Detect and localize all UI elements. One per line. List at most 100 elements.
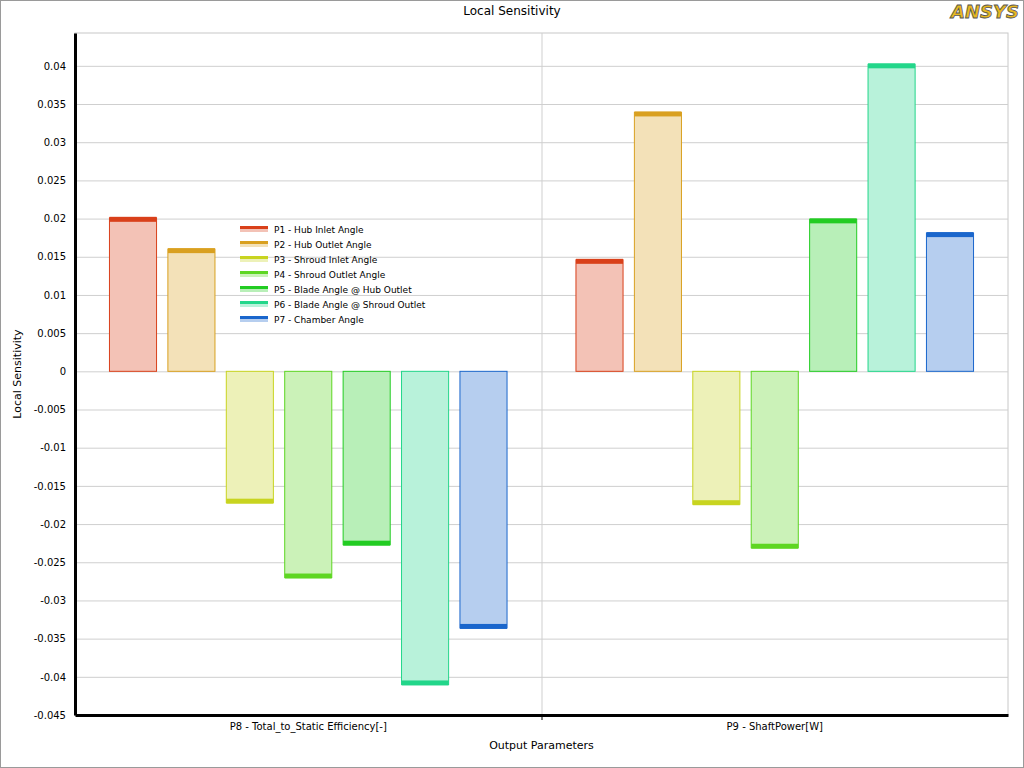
legend-swatch-cap bbox=[240, 256, 268, 259]
y-tick: -0.045 bbox=[34, 710, 75, 721]
y-tick-label: -0.01 bbox=[40, 442, 66, 453]
y-tick: -0.04 bbox=[40, 672, 75, 683]
y-tick: 0.04 bbox=[44, 61, 75, 72]
legend-swatch-cap bbox=[240, 241, 268, 244]
bars bbox=[109, 63, 973, 685]
x-tick-label: P8 - Total_to_Static Efficiency[-] bbox=[230, 721, 387, 733]
y-axis-line bbox=[74, 34, 77, 716]
bar bbox=[285, 371, 332, 577]
bar bbox=[226, 371, 273, 502]
legend-item: P4 - Shroud Outlet Angle bbox=[240, 270, 386, 280]
y-axis-title: Local Sensitivity bbox=[11, 329, 24, 419]
category-separator bbox=[542, 33, 543, 715]
y-tick: 0.02 bbox=[44, 213, 75, 224]
bar-cap bbox=[109, 217, 156, 222]
y-tick-label: 0.035 bbox=[37, 99, 66, 110]
bar-cap bbox=[343, 541, 390, 546]
bar bbox=[868, 64, 915, 371]
y-tick: 0.03 bbox=[44, 137, 75, 148]
bar-cap bbox=[693, 500, 740, 505]
y-tick-label: -0.015 bbox=[34, 481, 66, 492]
title: Local Sensitivity bbox=[463, 4, 560, 18]
bar-cap bbox=[810, 218, 857, 223]
series bbox=[109, 217, 623, 372]
y-tick-label: 0 bbox=[60, 366, 66, 377]
y-tick: 0.025 bbox=[37, 175, 75, 186]
background bbox=[1, 1, 1024, 768]
y-tick-label: 0.01 bbox=[44, 290, 66, 301]
legend-item: P1 - Hub Inlet Angle bbox=[240, 225, 364, 235]
y-tick-label: 0.005 bbox=[37, 328, 66, 339]
legend-item: P2 - Hub Outlet Angle bbox=[240, 240, 372, 250]
bar bbox=[810, 219, 857, 371]
y-tick: 0.035 bbox=[37, 99, 75, 110]
bar-cap bbox=[926, 232, 973, 237]
legend-swatch-cap bbox=[240, 301, 268, 304]
legend-item: P5 - Blade Angle @ Hub Outlet bbox=[240, 285, 412, 295]
y-tick: -0.01 bbox=[40, 442, 75, 453]
x-tick-label: P9 - ShaftPower[W] bbox=[727, 721, 823, 732]
legend-label: P6 - Blade Angle @ Shroud Outlet bbox=[274, 300, 426, 310]
y-tick-label: -0.025 bbox=[34, 557, 66, 568]
bar-cap bbox=[285, 574, 332, 579]
y-tick-label: -0.035 bbox=[34, 633, 66, 644]
legend-swatch bbox=[240, 256, 268, 262]
bar-cap bbox=[868, 63, 915, 68]
bar bbox=[343, 371, 390, 544]
y-tick: -0.02 bbox=[40, 519, 75, 530]
legend-swatch bbox=[240, 301, 268, 307]
x-axis: P8 - Total_to_Static Efficiency[-] P9 - S… bbox=[76, 715, 1009, 733]
y-tick-label: -0.045 bbox=[34, 710, 66, 721]
bar-cap bbox=[168, 248, 215, 253]
y-tick: 0.005 bbox=[37, 328, 75, 339]
y-tick-label: -0.03 bbox=[40, 595, 66, 606]
y-tick-label: 0.025 bbox=[37, 175, 66, 186]
bar bbox=[751, 371, 798, 547]
bar bbox=[109, 218, 156, 372]
series bbox=[168, 111, 682, 371]
bar-cap bbox=[751, 544, 798, 549]
bar bbox=[576, 260, 623, 372]
bar bbox=[168, 249, 215, 371]
y-tick: -0.005 bbox=[34, 404, 75, 415]
y-tick-label: -0.005 bbox=[34, 404, 66, 415]
y-tick: -0.025 bbox=[34, 557, 75, 568]
legend-item: P7 - Chamber Angle bbox=[240, 315, 364, 325]
plot-frame bbox=[75, 33, 1008, 715]
legend-swatch-cap bbox=[240, 271, 268, 274]
y-tick-label: 0.02 bbox=[44, 213, 66, 224]
y-tick: 0 bbox=[60, 366, 75, 377]
legend-label: P4 - Shroud Outlet Angle bbox=[274, 270, 386, 280]
bar bbox=[693, 371, 740, 504]
y-axis: -0.045 -0.04 -0.035 -0.03 -0.025 -0.02 -0.015 -… bbox=[34, 34, 76, 721]
series bbox=[460, 232, 974, 629]
y-tick-label: -0.04 bbox=[40, 672, 66, 683]
bar-cap bbox=[460, 624, 507, 629]
legend-label: P3 - Shroud Inlet Angle bbox=[274, 255, 378, 265]
legend-swatch-cap bbox=[240, 286, 268, 289]
y-tick: -0.015 bbox=[34, 481, 75, 492]
bar-cap bbox=[576, 259, 623, 264]
y-tick-label: 0.03 bbox=[44, 137, 66, 148]
x-separator-tick bbox=[542, 715, 543, 720]
y-tick: -0.035 bbox=[34, 633, 75, 644]
series bbox=[285, 371, 799, 578]
y-tick-label: 0.015 bbox=[37, 251, 66, 262]
legend-item: P6 - Blade Angle @ Shroud Outlet bbox=[240, 300, 426, 310]
legend: P1 - Hub Inlet Angle P2 - Hub Outlet Angl… bbox=[240, 225, 426, 325]
legend-label: P1 - Hub Inlet Angle bbox=[274, 225, 364, 235]
bar bbox=[460, 371, 507, 628]
logo: ANSYS bbox=[949, 1, 1019, 22]
y-tick-label: 0.04 bbox=[44, 61, 66, 72]
bar bbox=[402, 371, 449, 684]
legend-swatch-cap bbox=[240, 316, 268, 319]
y-tick: 0.01 bbox=[44, 290, 75, 301]
y-tick: -0.03 bbox=[40, 595, 75, 606]
legend-swatch bbox=[240, 286, 268, 292]
legend-item: P3 - Shroud Inlet Angle bbox=[240, 255, 378, 265]
chart: -0.045 -0.04 -0.035 -0.03 -0.025 -0.02 -0.015 -… bbox=[0, 0, 1024, 768]
legend-label: P2 - Hub Outlet Angle bbox=[274, 240, 372, 250]
legend-label: P5 - Blade Angle @ Hub Outlet bbox=[274, 285, 412, 295]
legend-swatch bbox=[240, 316, 268, 322]
bar bbox=[634, 112, 681, 371]
